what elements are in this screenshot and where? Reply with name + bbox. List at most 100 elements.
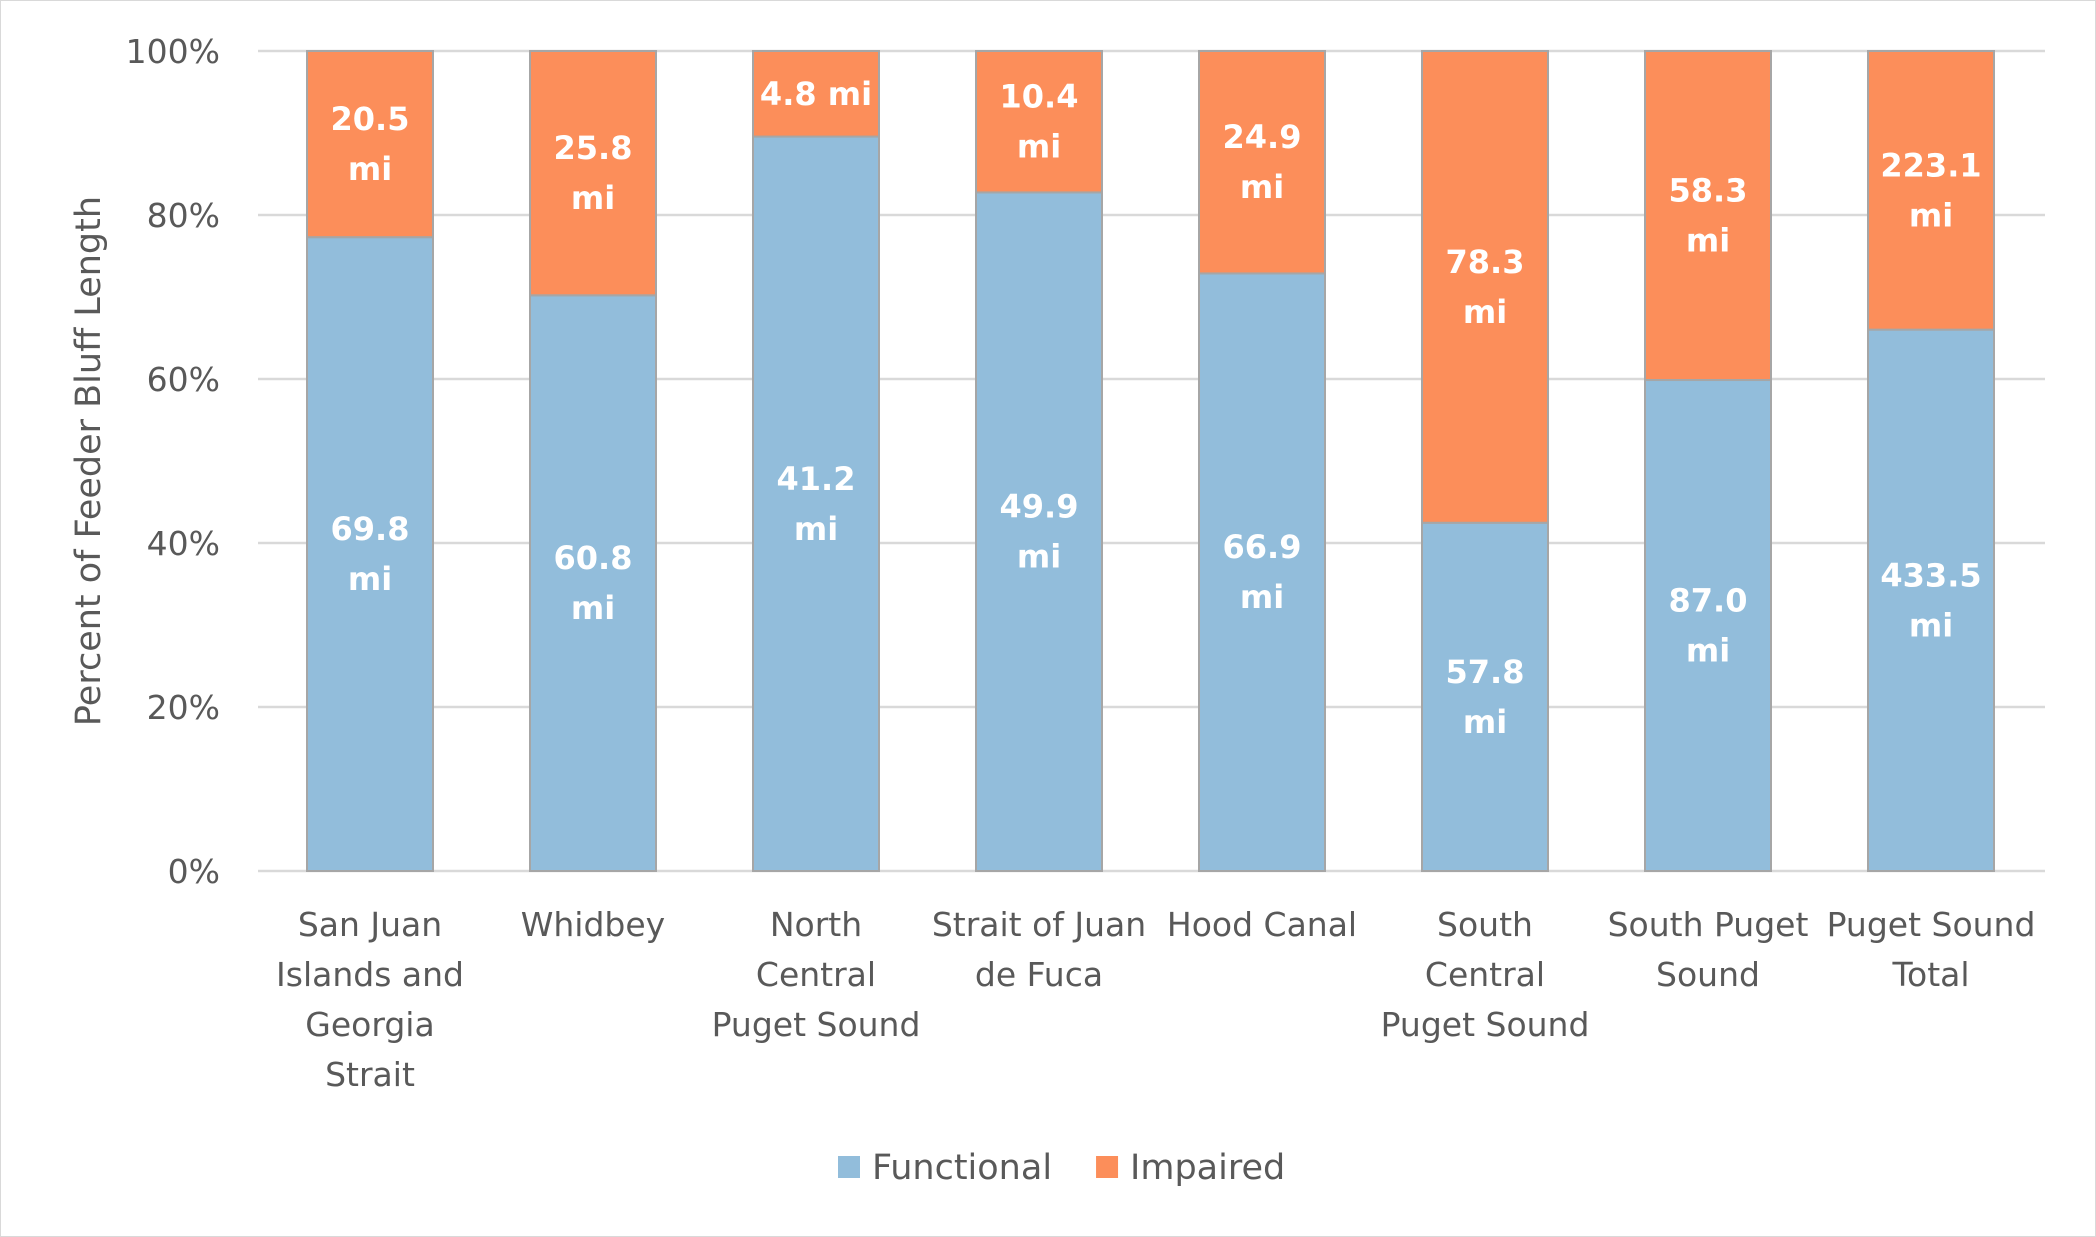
data-label: 87.0 mi [1669,582,1748,670]
data-label: 4.8 mi [760,75,872,113]
data-label-line: mi [571,589,615,627]
data-label-line: 58.3 [1669,172,1748,210]
y-tick-labels: 0% 20% 40% 60% 80% 100% [126,32,220,891]
data-label-line: mi [348,560,392,598]
data-label-line: mi [1909,606,1953,644]
data-label: 78.3 mi [1446,243,1525,331]
y-tick-label: 100% [126,32,220,71]
data-label: 24.9 mi [1223,118,1302,206]
gridlines [258,49,2045,873]
legend-label: Functional [872,1148,1052,1188]
data-label-line: 78.3 [1446,243,1525,281]
data-label-line: 223.1 [1880,146,1981,184]
y-tick-label: 80% [147,196,220,235]
y-tick-label: 20% [147,688,220,727]
category-label-line: South [1437,905,1533,944]
data-label-line: mi [1686,632,1730,670]
bar-segment-impaired [1421,50,1549,524]
category-label-line: Strait of Juan [932,905,1146,944]
category-labels: San Juan Islands and Georgia Strait Whidbey N… [276,905,2035,1094]
data-label-line: mi [1686,222,1730,260]
bar-segment-impaired [752,50,880,138]
data-label-line: mi [1017,128,1061,166]
y-tick-label: 0% [168,852,220,891]
data-label: 41.2 mi [777,460,856,548]
data-label: 58.3 mi [1669,172,1748,260]
bar-segment-functional [1198,272,1326,873]
bar-segment-functional [306,236,434,873]
data-label-line: mi [1463,703,1507,741]
category-label-line: Central [756,955,876,994]
data-label: 69.8 mi [331,510,410,598]
data-label-line: mi [1909,196,1953,234]
data-label-line: 60.8 [554,539,633,577]
data-label-line: 69.8 [331,510,410,548]
bar-segment-impaired [529,50,657,297]
y-axis-title: Percent of Feeder Bluff Length [69,196,109,726]
y-tick-label: 40% [147,524,220,563]
data-label-line: 24.9 [1223,118,1302,156]
bar-segment-functional [975,191,1103,872]
y-tick-label: 60% [147,360,220,399]
category-label: Whidbey [521,905,665,944]
category-label: Puget Sound Total [1827,905,2036,994]
data-label-line: mi [794,510,838,548]
category-label-line: Strait [325,1055,415,1094]
category-label-line: North [770,905,862,944]
data-label-line: mi [1463,293,1507,331]
bar-segment-impaired [1198,50,1326,275]
data-label: 223.1 mi [1880,146,1981,234]
category-label: South Central Puget Sound [1381,905,1590,1044]
data-label-line: mi [348,150,392,188]
bar-segment-impaired [306,50,434,239]
category-label: Hood Canal [1167,905,1357,944]
data-label-line: 20.5 [331,100,410,138]
category-label-line: San Juan [298,905,442,944]
data-label-line: 25.8 [554,129,633,167]
data-label: 433.5 mi [1880,556,1981,644]
data-label-line: 4.8 mi [760,75,872,113]
category-label-line: Puget Sound [1381,1005,1590,1044]
category-label-line: Georgia [305,1005,434,1044]
data-label-line: 41.2 [777,460,856,498]
data-label: 10.4 mi [1000,78,1079,166]
data-label-line: 87.0 [1669,582,1748,620]
category-label-line: Sound [1656,955,1760,994]
bars: 69.8 mi 20.5 mi 60.8 mi 25.8 mi 41.2 mi 4.8 mi 49.9… [306,50,1995,873]
legend-label: Impaired [1130,1148,1285,1188]
bar-segment-functional [752,135,880,872]
bar-segment-functional [1421,521,1549,872]
data-label-line: 57.8 [1446,653,1525,691]
data-label-line: mi [1240,578,1284,616]
data-label-line: mi [571,179,615,217]
bar-segment-functional [1644,379,1772,872]
legend: Functional Impaired [838,1148,1285,1188]
data-label-line: 10.4 [1000,78,1079,116]
data-label: 49.9 mi [1000,488,1079,576]
data-label-line: mi [1017,538,1061,576]
category-label-line: Puget Sound [712,1005,921,1044]
category-label-line: Hood Canal [1167,905,1357,944]
data-label: 57.8 mi [1446,653,1525,741]
bar-segment-impaired [975,50,1103,194]
data-label-line: 49.9 [1000,488,1079,526]
bar-segment-impaired [1867,50,1995,331]
category-label-line: Total [1891,955,1969,994]
data-label: 66.9 mi [1223,528,1302,616]
category-label-line: Puget Sound [1827,905,2036,944]
category-label: San Juan Islands and Georgia Strait [276,905,464,1094]
category-label-line: Whidbey [521,905,665,944]
bar-segment-impaired [1644,50,1772,382]
data-label-line: mi [1240,168,1284,206]
data-label: 20.5 mi [331,100,410,188]
data-label-line: 66.9 [1223,528,1302,566]
category-label-line: South Puget [1608,905,1809,944]
bar-segment-functional [529,294,657,873]
category-label-line: Central [1425,955,1545,994]
category-label-line: Islands and [276,955,464,994]
legend-swatch-functional [838,1156,860,1178]
category-label: South Puget Sound [1608,905,1809,994]
legend-swatch-impaired [1096,1156,1119,1178]
category-label-line: de Fuca [975,955,1103,994]
